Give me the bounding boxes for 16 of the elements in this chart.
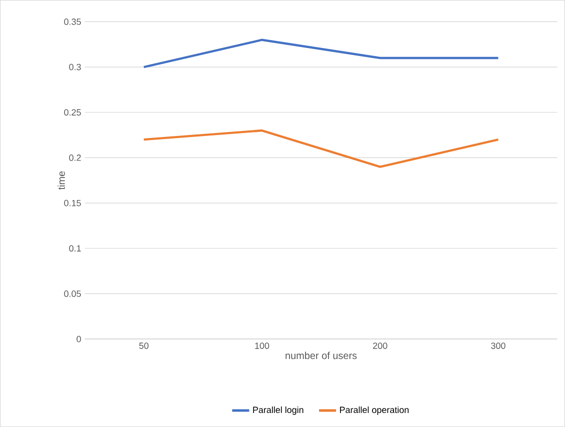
y-tick-label: 0.2: [69, 154, 81, 161]
legend-label: Parallel login: [253, 406, 304, 415]
x-axis-title: number of users: [286, 352, 357, 360]
y-tick-label: 0.05: [64, 290, 81, 297]
x-tick-label: 300: [491, 342, 506, 350]
x-tick-label: 50: [139, 342, 148, 350]
y-axis-title: time: [58, 171, 65, 190]
legend-label: Parallel operation: [340, 406, 409, 415]
y-tick-label: 0.35: [64, 18, 81, 25]
y-tick-label: 0: [76, 336, 81, 342]
y-tick-label: 0.1: [69, 245, 81, 252]
y-tick-label: 0.25: [64, 109, 81, 116]
y-tick-label: 0.3: [69, 64, 81, 70]
x-tick-label: 200: [373, 342, 388, 350]
y-tick-label: 0.15: [64, 200, 81, 206]
x-tick-label: 100: [255, 342, 270, 350]
